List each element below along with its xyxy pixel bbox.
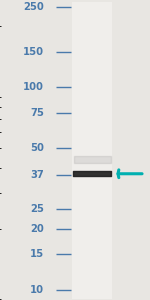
Text: 100: 100 (23, 82, 44, 92)
Text: 10: 10 (30, 285, 44, 295)
Text: 250: 250 (23, 2, 44, 12)
Text: 15: 15 (30, 249, 44, 260)
Text: 20: 20 (30, 224, 44, 234)
Text: 25: 25 (30, 204, 44, 214)
Text: 150: 150 (23, 47, 44, 57)
Text: 75: 75 (30, 108, 44, 118)
Bar (72, 2, 112, 299)
Text: 50: 50 (30, 143, 44, 153)
Text: 37: 37 (30, 170, 44, 180)
